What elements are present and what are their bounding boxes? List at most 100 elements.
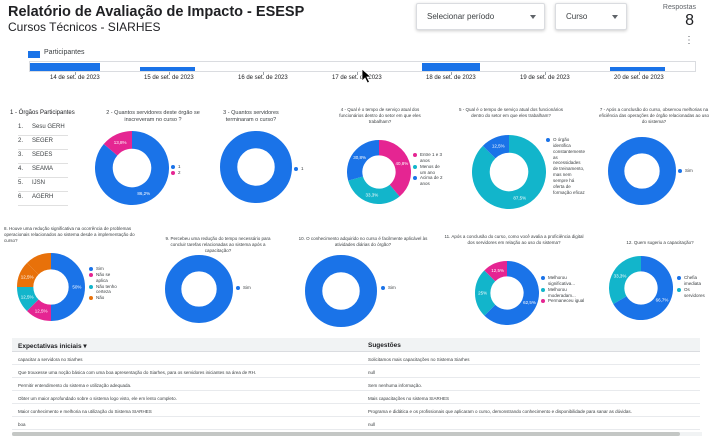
- legend-item[interactable]: Acima de 2 anos: [413, 175, 443, 187]
- timeline-bar: [610, 67, 665, 71]
- legend-text: Sim: [685, 168, 693, 173]
- legend-item[interactable]: Sim: [381, 285, 401, 291]
- org-list-item[interactable]: 4. SEAMA: [18, 166, 68, 178]
- org-list-item[interactable]: 5. IJSN: [18, 180, 68, 192]
- donut-slice[interactable]: [17, 286, 39, 312]
- table-row: Maior conhecimento e melhoria na utiliza…: [12, 405, 700, 417]
- legend-dot: [89, 284, 93, 289]
- legend-item[interactable]: Sim: [89, 266, 121, 272]
- legend-swatch: [28, 51, 40, 58]
- donut-slice[interactable]: [378, 140, 411, 197]
- more-options-icon[interactable]: ⋮: [684, 35, 694, 46]
- donut-slice[interactable]: [305, 255, 377, 327]
- responses-label: Respostas: [662, 4, 696, 11]
- q10-title: 10. O conhecimento adquirido no curso é …: [298, 236, 428, 248]
- donut-slice-label: 100%: [636, 169, 648, 174]
- donut-slice-label: 100%: [193, 287, 205, 292]
- table-cell-expectativa: Que trouxesse uma noção básica com uma b…: [18, 370, 257, 375]
- chevron-down-icon: [612, 15, 618, 19]
- report-subtitle: Cursos Técnicos - SIARHES: [8, 20, 161, 34]
- legend-item[interactable]: Melhorou moderadam...: [541, 287, 587, 299]
- legend-item[interactable]: 1: [294, 166, 314, 172]
- donut-slice[interactable]: [26, 253, 52, 275]
- donut-slice[interactable]: [17, 262, 39, 288]
- table-cell-expectativa: boa: [18, 422, 26, 427]
- table-row: Que trouxesse uma noção básica com uma b…: [12, 366, 700, 378]
- legend-text: Sim: [243, 285, 251, 290]
- period-selector-label: Selecionar período: [427, 12, 495, 21]
- legend-item[interactable]: Não: [89, 295, 121, 301]
- legend-text: Não se aplica: [96, 271, 111, 283]
- legend-item[interactable]: Menos de um ano: [413, 164, 443, 176]
- org-index: 3.: [18, 152, 24, 158]
- donut-slice[interactable]: [484, 261, 539, 325]
- org-name: IJSN: [32, 180, 46, 186]
- legend-dot: [171, 165, 175, 169]
- donut-slice[interactable]: [484, 261, 508, 282]
- org-list-item[interactable]: 3. SEDES: [18, 152, 68, 164]
- org-index: 6.: [18, 194, 24, 200]
- legend-item[interactable]: Não tenho certeza: [89, 284, 121, 296]
- donut-slice[interactable]: [475, 270, 496, 316]
- q5-title: 5 - Qual é o tempo de serviço atual dos …: [458, 107, 564, 119]
- donut-slice-label: 50%: [72, 285, 81, 290]
- timeline-date-label: 19 de set. de 2023: [520, 75, 570, 81]
- org-list-item[interactable]: 6. AGERH: [18, 194, 68, 206]
- q12-title: 12. Quem sugeriu a capacitação?: [626, 240, 694, 245]
- org-list-item[interactable]: 2. SEGER: [18, 138, 68, 150]
- table-cell-sugestao: null: [368, 370, 376, 375]
- legend-item[interactable]: Entre 1 e 3 anos: [413, 152, 443, 164]
- q12-donut-chart: 66,7% 33,3%: [609, 256, 673, 320]
- donut-slice[interactable]: [220, 131, 292, 203]
- donut-slice[interactable]: [608, 137, 676, 205]
- donut-slice[interactable]: [482, 135, 510, 159]
- legend-dot: [677, 276, 681, 280]
- q4-legend: Entre 1 e 3 anos Menos de um ano Acima de …: [413, 152, 443, 187]
- legend-item[interactable]: Não se aplica: [89, 272, 121, 284]
- period-selector[interactable]: Selecionar período: [416, 3, 545, 30]
- legend-item[interactable]: Melhorou significativa...: [541, 275, 587, 287]
- legend-item[interactable]: Chefia imediata: [677, 275, 707, 287]
- org-list-item[interactable]: 1. Sesu GERH: [18, 124, 68, 136]
- legend-text: Menos de um ano: [420, 163, 440, 175]
- q4-title: 4 - Qual é o tempo de serviço atual dos …: [339, 107, 421, 125]
- donut-slice[interactable]: [347, 140, 380, 181]
- legend-item[interactable]: 2: [171, 170, 191, 176]
- col-expectativas[interactable]: Expectativas iniciais ▾: [18, 343, 87, 350]
- legend-dot: [677, 287, 681, 292]
- legend-dot: [89, 296, 93, 301]
- q3-title: 3 - Quantos servidores terminaram o curs…: [223, 110, 279, 124]
- q10-legend: Sim: [381, 285, 401, 291]
- col-sugestoes[interactable]: Sugestões: [368, 342, 401, 349]
- donut-slice-label: 13,8%: [114, 140, 127, 145]
- legend-dot: [678, 169, 682, 173]
- legend-text: O órgão identifica constantemente as nec…: [553, 137, 586, 195]
- legend-item[interactable]: Sim: [678, 168, 698, 174]
- horizontal-scrollbar-thumb[interactable]: [12, 432, 680, 436]
- course-selector[interactable]: Curso: [555, 3, 627, 30]
- course-selector-label: Curso: [566, 12, 588, 21]
- donut-slice[interactable]: [472, 135, 546, 209]
- donut-slice-label: 87,5%: [513, 195, 526, 200]
- q8-donut-chart: 50% 12,5% 12,5% 12,5%: [17, 253, 85, 321]
- legend-text: Chefia imediata: [684, 275, 702, 286]
- donut-slice[interactable]: [165, 255, 233, 323]
- donut-slice[interactable]: [103, 131, 133, 157]
- donut-slice[interactable]: [613, 256, 673, 320]
- donut-slice[interactable]: [26, 299, 52, 321]
- q7-legend: Sim: [678, 168, 698, 174]
- legend-item[interactable]: Os servidores: [677, 287, 707, 299]
- legend-text: Não: [96, 295, 105, 301]
- donut-slice[interactable]: [50, 253, 85, 321]
- legend-dot: [236, 286, 240, 290]
- legend-item[interactable]: O órgão identifica constantemente as nec…: [546, 137, 586, 195]
- legend-item[interactable]: 1: [171, 164, 191, 170]
- timeline-date-label: 17 de set. de 2023: [332, 75, 382, 81]
- donut-slice[interactable]: [95, 131, 169, 205]
- donut-slice[interactable]: [609, 256, 642, 304]
- timeline-tick: [357, 72, 358, 75]
- legend-item[interactable]: Permaneceu igual: [541, 298, 587, 304]
- donut-slice[interactable]: [348, 175, 400, 204]
- legend-item[interactable]: Sim: [236, 285, 256, 291]
- q4-donut-chart: 40,8% 33,3% 30,8%: [347, 140, 411, 204]
